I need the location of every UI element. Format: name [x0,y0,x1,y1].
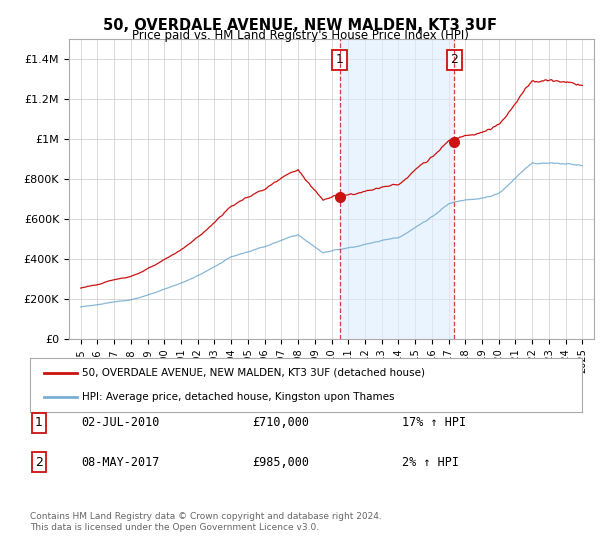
Bar [340,39,454,339]
Text: 2: 2 [35,455,43,469]
Text: 08-MAY-2017: 08-MAY-2017 [81,455,160,469]
Text: 2% ↑ HPI: 2% ↑ HPI [402,455,459,469]
Text: 17% ↑ HPI: 17% ↑ HPI [402,416,466,430]
Text: 50, OVERDALE AVENUE, NEW MALDEN, KT3 3UF (detached house): 50, OVERDALE AVENUE, NEW MALDEN, KT3 3UF… [82,368,425,378]
Text: 50, OVERDALE AVENUE, NEW MALDEN, KT3 3UF: 50, OVERDALE AVENUE, NEW MALDEN, KT3 3UF [103,18,497,33]
Text: £985,000: £985,000 [252,455,309,469]
Text: 1: 1 [35,416,43,430]
Text: 02-JUL-2010: 02-JUL-2010 [81,416,160,430]
Text: 2: 2 [451,53,458,66]
Text: Contains HM Land Registry data © Crown copyright and database right 2024.
This d: Contains HM Land Registry data © Crown c… [30,512,382,532]
Text: Price paid vs. HM Land Registry's House Price Index (HPI): Price paid vs. HM Land Registry's House … [131,29,469,42]
Text: £710,000: £710,000 [252,416,309,430]
Text: 1: 1 [336,53,344,66]
Text: HPI: Average price, detached house, Kingston upon Thames: HPI: Average price, detached house, King… [82,392,395,402]
